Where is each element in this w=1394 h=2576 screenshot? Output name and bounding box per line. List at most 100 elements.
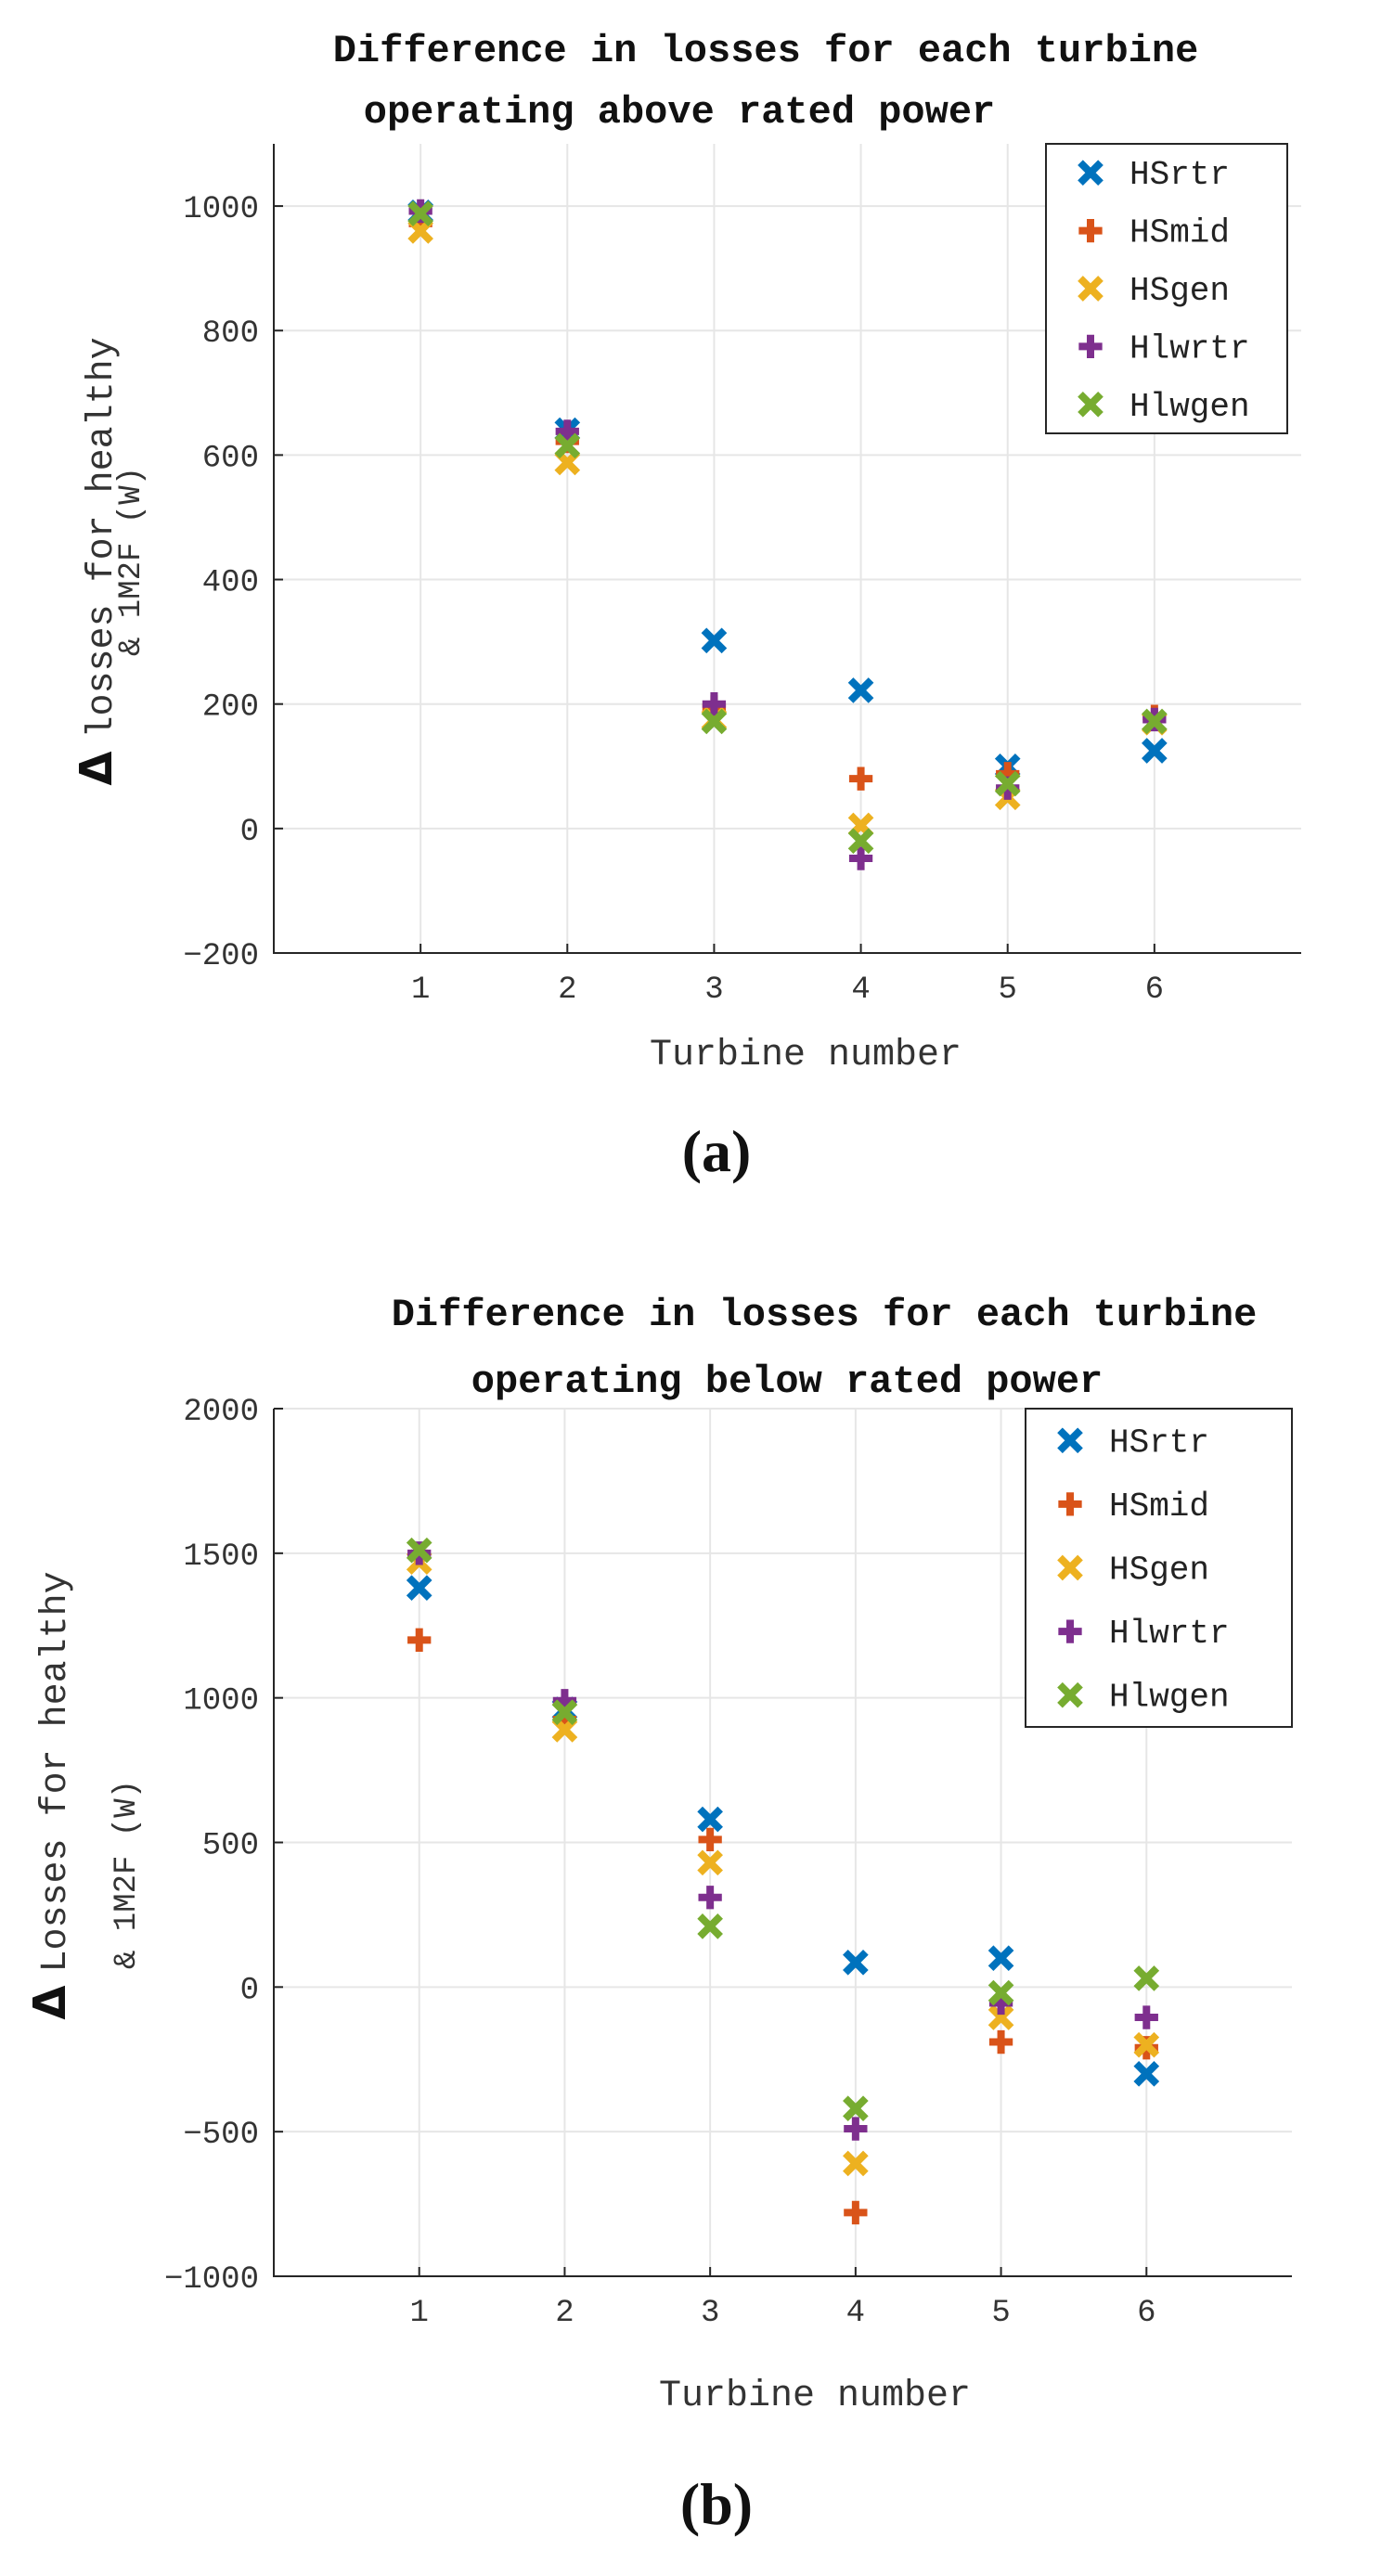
chart-b-legend-label-hsrtr: HSrtr (1109, 1423, 1209, 1462)
chart-a-point-hlwgen (407, 200, 433, 226)
chart-b-legend-label-hlwrtr: Hlwrtr (1109, 1615, 1230, 1653)
chart-b-ylabel-delta: Δ (24, 1985, 76, 2019)
chart-a-ytick-label: 800 (202, 316, 259, 352)
chart-a-point-hlwrtr (848, 846, 873, 870)
chart-a-ylabel-line2: & 1M2F (W) (114, 467, 149, 656)
chart-b-ylabel-line1: Losses for healthy (35, 1571, 77, 1972)
chart-b-point-hsrtr (697, 1806, 723, 1833)
chart-a-panel-label: (a) (682, 1118, 752, 1184)
chart-a-legend-label-hsrtr: HSrtr (1129, 156, 1230, 194)
chart-a-point-hlwgen (994, 770, 1021, 797)
chart-b-point-hlwgen (697, 1913, 723, 1939)
chart-b-point-hsrtr (843, 1950, 869, 1976)
chart-a-legend-marker-hsgen (1078, 276, 1104, 302)
chart-a-ylabel-delta: Δ (71, 751, 123, 785)
chart-b-title-line1: Difference in losses for each turbine (392, 1293, 1258, 1337)
chart-a-point-hlwrtr (702, 692, 727, 716)
chart-b-legend: HSrtr HSmid HSgen Hlwrtr Hlwgen (1025, 1408, 1293, 1728)
chart-b-ylabel: Δ Losses for healthy (24, 1571, 77, 2019)
chart-a-point-hsrtr (1142, 738, 1168, 764)
chart-a-title-line1: Difference in losses for each turbine (333, 29, 1199, 73)
chart-b-point-hsmid (698, 1827, 722, 1852)
chart-b-point-hlwgen (987, 1979, 1014, 2006)
chart-b-xlabel: Turbine number (659, 2376, 971, 2417)
chart-a-xtick-label: 1 (411, 972, 430, 1008)
chart-a-xtick-label: 4 (851, 972, 870, 1008)
chart-b-ylabel-line2: & 1M2F (W) (110, 1780, 145, 1969)
chart-b-title-line2: operating below rated power (471, 1359, 1104, 1404)
chart-a-xtick-label: 2 (558, 972, 576, 1008)
chart-a-ylabel: Δlosses for healthy (71, 337, 123, 785)
chart-b-point-hlwrtr (1134, 2005, 1158, 2029)
chart-b-xtick-label: 6 (1137, 2296, 1155, 2331)
chart-b-ytick-label: −500 (183, 2118, 259, 2153)
chart-a-ytick-label: 200 (202, 690, 259, 726)
chart-b-legend-marker-hlwgen (1057, 1681, 1083, 1708)
chart-b-xtick-label: 1 (410, 2296, 429, 2331)
chart-a-ytick-label: −200 (183, 939, 259, 974)
chart-a-ytick-label: 1000 (183, 192, 259, 227)
chart-b-point-hlwgen (406, 1537, 432, 1564)
chart-a-legend-label-hsmid: HSmid (1129, 214, 1230, 252)
chart-a-point-hsrtr (847, 677, 874, 703)
chart-a-point-hlwgen (1142, 708, 1168, 735)
chart-b-point-hlwrtr (698, 1886, 722, 1910)
chart-a-ylabel-line1: losses for healthy (82, 337, 123, 738)
chart-b-ytick-label: −1000 (164, 2262, 259, 2298)
chart-b-xtick-label: 2 (555, 2296, 574, 2331)
chart-a-legend-marker-hsmid (1078, 218, 1103, 243)
chart-a: Difference in losses for each turbine op… (71, 29, 1301, 1184)
chart-b-point-hsrtr (1133, 2061, 1160, 2087)
chart-a-point-hlwgen (701, 708, 728, 735)
chart-a-legend: HSrtr HSmid HSgen Hlwrtr Hlwgen (1045, 143, 1288, 434)
chart-b-xtick-label: 5 (991, 2296, 1010, 2331)
chart-b-point-hsgen (697, 1849, 723, 1876)
chart-a-legend-label-hlwrtr: Hlwrtr (1129, 329, 1250, 367)
chart-b-point-hsrtr (406, 1575, 432, 1602)
chart-b-point-hsgen (1133, 2031, 1160, 2058)
chart-b-point-hsrtr (987, 1945, 1014, 1971)
chart-b-legend-marker-hsgen (1057, 1554, 1083, 1581)
chart-b-ytick-label: 500 (202, 1829, 259, 1864)
chart-a-legend-marker-hsrtr (1078, 160, 1104, 187)
chart-b-legend-marker-hlwrtr (1058, 1619, 1082, 1643)
chart-a-xtick-label: 5 (999, 972, 1017, 1008)
chart-b-xtick-label: 4 (846, 2296, 865, 2331)
chart-b-legend-box (1025, 1408, 1293, 1728)
chart-b-legend-label-hsmid: HSmid (1109, 1488, 1209, 1526)
chart-a-ytick-label: 600 (202, 441, 259, 476)
chart-b-point-hsmid (844, 2200, 868, 2225)
chart-b-point-hlwgen (1133, 1965, 1160, 1991)
chart-a-legend-label-hlwgen: Hlwgen (1129, 388, 1250, 426)
chart-b: Difference in losses for each turbine op… (24, 1293, 1293, 2537)
chart-b-point-hsmid (407, 1628, 432, 1652)
chart-b-point-hsmid (988, 2029, 1013, 2054)
chart-b-legend-marker-hsrtr (1057, 1427, 1083, 1454)
chart-b-point-hlwgen (843, 2095, 869, 2122)
chart-a-ytick-label: 0 (240, 815, 259, 850)
chart-a-point-hsrtr (701, 627, 728, 654)
chart-b-point-hlwgen (551, 1699, 578, 1726)
chart-b-legend-label-hlwgen: Hlwgen (1109, 1679, 1230, 1717)
chart-b-legend-marker-hsmid (1058, 1492, 1082, 1516)
chart-a-xlabel: Turbine number (650, 1035, 962, 1076)
chart-a-xtick-label: 6 (1145, 972, 1164, 1008)
chart-a-legend-marker-hlwrtr (1078, 334, 1103, 359)
chart-a-legend-label-hsgen: HSgen (1129, 272, 1230, 310)
chart-b-ytick-label: 1500 (183, 1539, 259, 1575)
chart-a-legend-marker-hlwgen (1078, 391, 1104, 418)
chart-a-ytick-label: 400 (202, 566, 259, 601)
chart-b-ytick-label: 2000 (183, 1395, 259, 1430)
chart-b-point-hsgen (843, 2150, 869, 2177)
chart-a-point-hlwgen (554, 432, 581, 459)
chart-b-xtick-label: 3 (701, 2296, 719, 2331)
chart-b-ytick-label: 1000 (183, 1684, 259, 1719)
chart-a-xtick-label: 3 (704, 972, 723, 1008)
chart-a-point-hlwrtr (555, 419, 579, 444)
chart-b-point-hlwrtr (844, 2117, 868, 2141)
chart-b-legend-label-hsgen: HSgen (1109, 1552, 1209, 1590)
chart-b-ytick-label: 0 (240, 1973, 259, 2008)
chart-a-title-line2: operating above rated power (364, 90, 996, 135)
chart-a-point-hlwgen (847, 828, 874, 855)
